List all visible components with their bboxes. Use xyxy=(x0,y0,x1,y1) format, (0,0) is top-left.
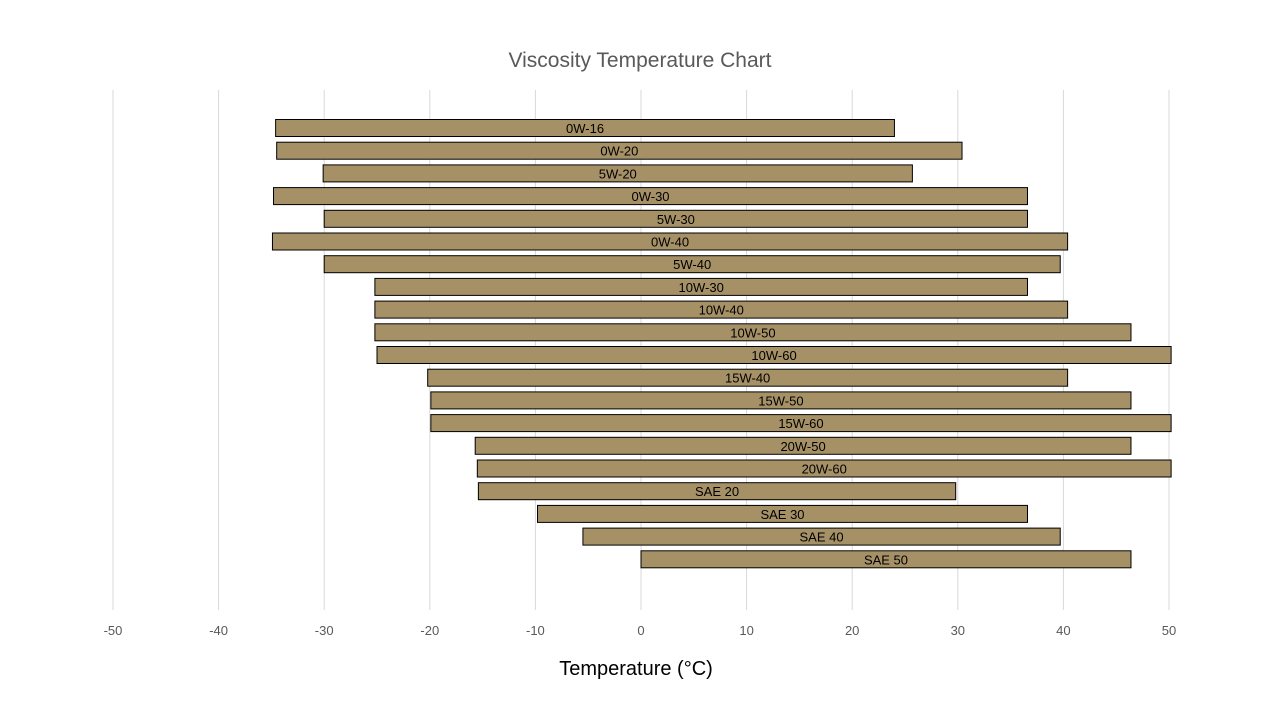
x-tick-label: -40 xyxy=(209,623,228,638)
bar-label: 10W-40 xyxy=(699,303,744,318)
x-tick-label: 20 xyxy=(845,623,859,638)
bar-labels: 0W-16 0W-20 5W-20 0W-30 5W-30 0W-40 5W-40 10W-3… xyxy=(566,121,908,567)
x-tick-label: 30 xyxy=(951,623,965,638)
bar-0w-16 xyxy=(275,119,895,137)
bar-label: 0W-20 xyxy=(600,144,638,159)
bar-10w-60 xyxy=(376,346,1172,364)
bar-sae-30 xyxy=(537,504,1028,523)
bar-label: SAE 30 xyxy=(760,507,804,522)
bar-5w-30 xyxy=(323,209,1028,228)
x-tick-label: -50 xyxy=(104,623,123,638)
x-axis-ticks: -50 -40 -30 -20 -10 0 10 20 30 40 50 xyxy=(104,623,1177,638)
bar-sae-50 xyxy=(640,550,1132,569)
bar-label: 20W-50 xyxy=(780,439,825,454)
x-tick-label: -20 xyxy=(420,623,439,638)
bar-sae-40 xyxy=(582,527,1061,546)
bar-5w-40 xyxy=(323,255,1061,274)
bar-20w-50 xyxy=(474,436,1132,455)
x-axis-title: Temperature (°C) xyxy=(559,658,713,680)
bar-20w-60 xyxy=(476,459,1172,478)
bar-5w-20 xyxy=(322,164,913,183)
x-tick-label: 40 xyxy=(1056,623,1070,638)
x-tick-label: 10 xyxy=(739,623,753,638)
bar-label: SAE 40 xyxy=(800,530,844,545)
bar-label: SAE 50 xyxy=(864,552,908,567)
bar-sae-20 xyxy=(477,482,957,501)
bar-label: 20W-60 xyxy=(802,462,847,477)
chart-title: Viscosity Temperature Chart xyxy=(508,49,771,72)
x-tick-label: 50 xyxy=(1162,623,1176,638)
bar-15w-50 xyxy=(430,391,1132,410)
bar-15w-60 xyxy=(430,414,1172,433)
bar-label: 15W-40 xyxy=(725,371,770,386)
bar-10w-30 xyxy=(374,277,1028,296)
bar-15w-40 xyxy=(427,368,1069,387)
bar-label: 15W-50 xyxy=(758,393,803,408)
bar-0w-40 xyxy=(271,232,1069,251)
bar-label: 0W-40 xyxy=(651,235,689,250)
bar-0w-20 xyxy=(276,141,963,160)
bars xyxy=(271,119,1172,569)
bar-10w-40 xyxy=(374,300,1069,319)
bar-label: SAE 20 xyxy=(695,484,739,499)
bar-10w-50 xyxy=(374,323,1132,342)
bar-label: 10W-60 xyxy=(751,348,796,363)
x-tick-label: -30 xyxy=(315,623,334,638)
bar-label: 5W-20 xyxy=(599,166,637,181)
bar-label: 0W-30 xyxy=(631,189,669,204)
bar-label: 0W-16 xyxy=(566,121,604,136)
bar-0w-30 xyxy=(273,187,1028,206)
x-tick-label: 0 xyxy=(637,623,644,638)
bar-label: 10W-30 xyxy=(679,280,724,295)
bar-label: 15W-60 xyxy=(778,416,823,431)
x-tick-label: -10 xyxy=(526,623,545,638)
bar-label: 10W-50 xyxy=(730,325,775,340)
bar-label: 5W-30 xyxy=(657,212,695,227)
bar-label: 5W-40 xyxy=(673,257,711,272)
